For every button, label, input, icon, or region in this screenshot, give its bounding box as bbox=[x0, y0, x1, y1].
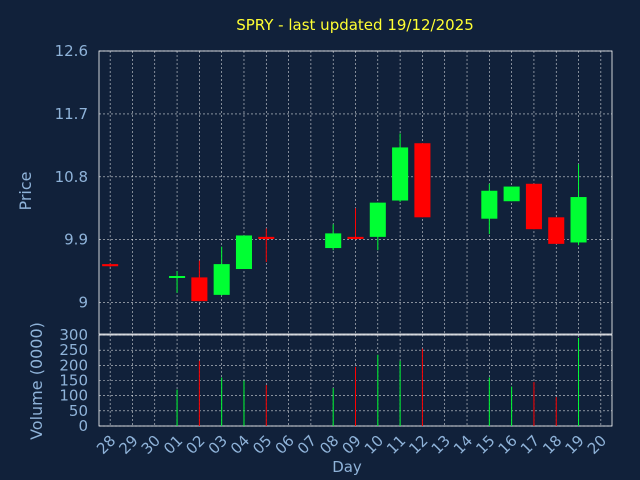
candle-body bbox=[191, 277, 208, 302]
candle-body bbox=[213, 264, 230, 295]
price-tick-label: 11.7 bbox=[55, 105, 88, 123]
candle-body bbox=[548, 217, 565, 244]
volume-tick-label: 300 bbox=[59, 326, 88, 344]
volume-tick-label: 250 bbox=[59, 341, 88, 359]
candle-body bbox=[525, 183, 542, 230]
volume-tick-label: 50 bbox=[69, 402, 88, 420]
chart-title: SPRY - last updated 19/12/2025 bbox=[236, 16, 474, 34]
candle-body bbox=[392, 147, 409, 201]
volume-tick-label: 200 bbox=[59, 356, 88, 374]
price-panel: 9 9.9 10.8 11.7 12.6 bbox=[55, 42, 613, 335]
volume-tick-label: 0 bbox=[78, 417, 88, 435]
candle-body bbox=[347, 236, 364, 239]
candle-body bbox=[369, 202, 386, 237]
candle-body bbox=[503, 186, 520, 202]
candle-body bbox=[481, 190, 498, 219]
x-axis-label: Day bbox=[332, 458, 362, 476]
price-tick-label: 10.8 bbox=[55, 168, 88, 186]
candle-body bbox=[235, 235, 253, 270]
candle-body bbox=[258, 236, 275, 239]
price-tick-label: 12.6 bbox=[55, 42, 88, 60]
price-tick-label: 9 bbox=[78, 294, 88, 312]
candle-body bbox=[169, 276, 186, 279]
x-tick-labels: 2829300102030405060708091011121314151617… bbox=[93, 432, 610, 458]
candle-body bbox=[570, 197, 587, 243]
volume-tick-label: 150 bbox=[59, 372, 88, 390]
candle-body bbox=[414, 143, 431, 218]
volume-tick-label: 100 bbox=[59, 387, 88, 405]
price-tick-label: 9.9 bbox=[64, 231, 88, 249]
candle-body bbox=[325, 233, 342, 249]
price-axis-label: Price bbox=[16, 171, 35, 210]
volume-axis-label: Volume (0000) bbox=[27, 322, 46, 440]
candle-body bbox=[102, 264, 119, 267]
x-tick-label: 20 bbox=[584, 432, 610, 458]
